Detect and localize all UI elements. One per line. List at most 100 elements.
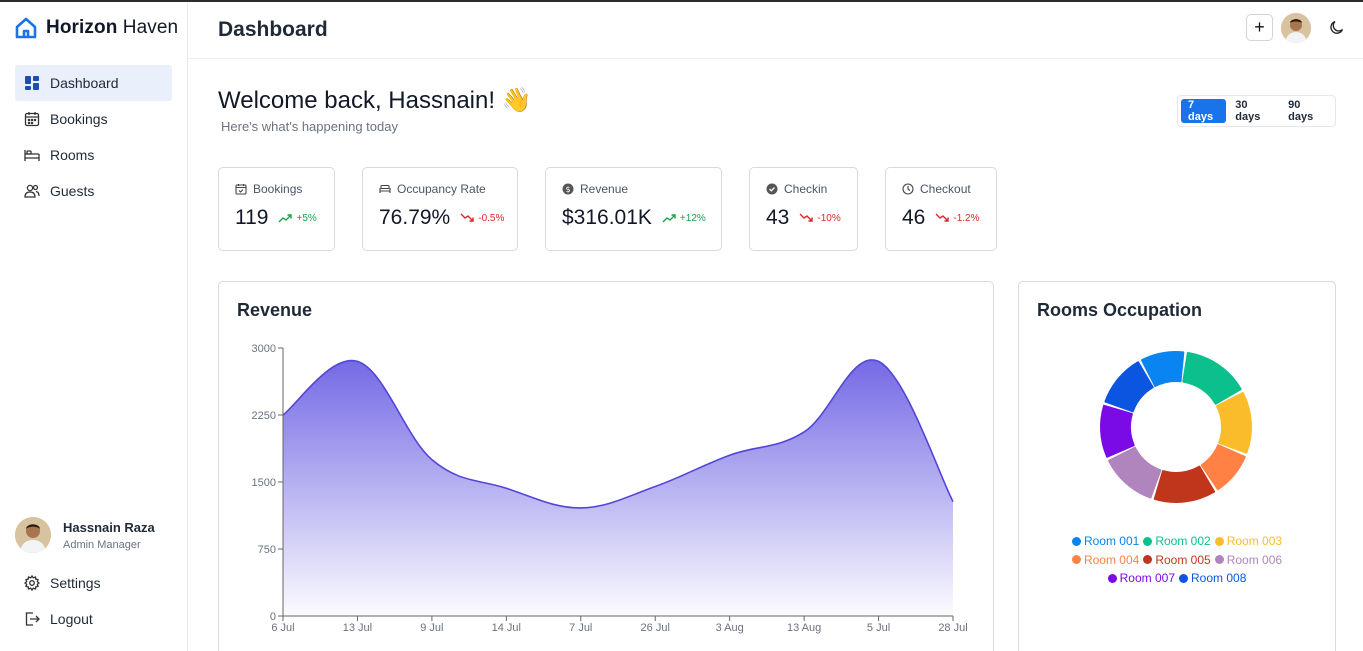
trend-down-icon xyxy=(799,213,814,222)
stat-card-occupancy: Occupancy Rate 76.79% -0.5% xyxy=(362,167,518,251)
dashboard-icon xyxy=(25,76,39,90)
legend-item[interactable]: Room 007 xyxy=(1107,569,1175,587)
sidebar-item-dashboard[interactable]: Dashboard xyxy=(15,65,172,101)
moon-icon[interactable] xyxy=(1329,19,1345,35)
legend-dot xyxy=(1071,536,1081,546)
stat-delta: +12% xyxy=(662,213,706,224)
legend-item[interactable]: Room 003 xyxy=(1214,532,1283,550)
svg-text:$: $ xyxy=(565,185,570,194)
x-tick-label: 5 Jul xyxy=(867,622,890,634)
trend-down-icon xyxy=(460,213,474,222)
range-7-days[interactable]: 7 days xyxy=(1181,99,1227,123)
stat-delta: -10% xyxy=(799,213,841,224)
stat-label: Checkin xyxy=(784,182,828,196)
clock-icon xyxy=(902,183,914,195)
sidebar-item-bookings[interactable]: Bookings xyxy=(15,101,172,137)
sidebar-item-label: Dashboard xyxy=(50,75,119,91)
users-icon xyxy=(24,184,40,198)
stat-card-checkin: Checkin 43 -10% xyxy=(749,167,858,251)
dollar-icon: $ xyxy=(562,183,574,195)
legend-row: Room 001 Room 002 Room 003 xyxy=(1019,532,1335,551)
legend-item[interactable]: Room 008 xyxy=(1179,569,1246,587)
add-button[interactable]: + xyxy=(1246,14,1273,41)
y-tick-label: 3000 xyxy=(252,343,276,355)
stat-card-revenue: $ Revenue $316.01K +12% xyxy=(545,167,722,251)
avatar-image xyxy=(15,517,51,553)
legend-label: Room 008 xyxy=(1191,571,1247,585)
occupation-panel: Rooms Occupation Room 001 Room 002 Room 00… xyxy=(1018,281,1336,651)
sidebar-item-label: Settings xyxy=(50,575,101,591)
bed-icon xyxy=(24,150,40,161)
donut-slice-room-004 xyxy=(1200,444,1246,491)
legend-item[interactable]: Room 001 xyxy=(1071,532,1140,550)
sidebar-item-guests[interactable]: Guests xyxy=(15,173,172,209)
legend-item[interactable]: Room 006 xyxy=(1214,551,1282,569)
occupation-donut-chart xyxy=(1100,351,1252,503)
legend-row: Room 004 Room 005 Room 006 xyxy=(1019,551,1335,570)
legend-dot xyxy=(1107,573,1117,583)
user-name: Hassnain Raza xyxy=(63,519,155,535)
legend-item[interactable]: Room 004 xyxy=(1071,551,1139,569)
stat-label: Checkout xyxy=(920,182,971,196)
sidebar-item-settings[interactable]: Settings xyxy=(15,565,172,601)
legend-item[interactable]: Room 005 xyxy=(1143,551,1211,569)
home-logo-icon xyxy=(15,17,37,39)
donut-slice-room-002 xyxy=(1182,351,1242,405)
stat-label: Bookings xyxy=(253,182,303,196)
trend-down-icon xyxy=(935,213,950,222)
stat-value: 76.79% xyxy=(379,206,451,229)
sidebar-nav: Dashboard Bookings Rooms Guests xyxy=(15,65,172,209)
stat-value: 119 xyxy=(235,206,269,229)
sidebar-item-label: Guests xyxy=(50,183,95,199)
header-avatar[interactable] xyxy=(1281,13,1311,43)
revenue-title: Revenue xyxy=(237,300,313,320)
range-90-days[interactable]: 90 days xyxy=(1288,99,1314,123)
stat-delta: -1.2% xyxy=(935,213,979,224)
y-tick-label: 0 xyxy=(270,611,276,623)
legend-item[interactable]: Room 002 xyxy=(1143,532,1211,550)
welcome-subtitle: Here's what's happening today xyxy=(221,119,398,134)
x-tick-label: 6 Jul xyxy=(271,622,294,634)
revenue-panel: Revenue 0 750 1500 2250 3000 6 Jul 13 Jul 9 Jul… xyxy=(218,281,994,651)
sidebar-item-label: Bookings xyxy=(50,111,108,127)
stat-label: Occupancy Rate xyxy=(397,182,486,196)
stat-value: 43 xyxy=(766,206,790,229)
trend-up-icon xyxy=(278,214,293,223)
trend-up-icon xyxy=(662,214,676,223)
y-tick-label: 750 xyxy=(258,544,276,556)
donut-slice-room-005 xyxy=(1153,465,1216,503)
brand-name: Horizon Haven xyxy=(46,17,179,38)
x-tick-label: 28 Jul xyxy=(938,622,967,634)
legend-dot xyxy=(1214,555,1224,564)
legend-dot xyxy=(1071,555,1081,564)
sidebar-item-logout[interactable]: Logout xyxy=(15,601,172,637)
stat-label: Revenue xyxy=(580,182,629,196)
gear-icon xyxy=(24,575,40,591)
calendar-check-icon xyxy=(235,184,247,195)
x-tick-label: 3 Aug xyxy=(716,622,744,634)
avatar xyxy=(15,517,51,553)
user-role: Admin Manager xyxy=(63,538,141,551)
calendar-icon xyxy=(24,112,40,127)
page-title: Dashboard xyxy=(218,18,328,41)
x-tick-label: 9 Jul xyxy=(420,622,443,634)
y-tick-label: 1500 xyxy=(252,477,276,489)
sidebar-item-label: Logout xyxy=(50,611,93,627)
x-tick-label: 26 Jul xyxy=(641,622,670,634)
bed-icon xyxy=(379,184,391,193)
legend-row: Room 007 Room 008 xyxy=(1019,569,1335,588)
occupation-title: Rooms Occupation xyxy=(1037,300,1203,320)
stat-value: 46 xyxy=(902,206,926,229)
range-30-days[interactable]: 30 days xyxy=(1235,99,1261,123)
x-tick-label: 13 Jul xyxy=(343,622,372,634)
check-circle-icon xyxy=(766,183,778,195)
brand[interactable]: Horizon Haven xyxy=(14,16,178,40)
legend-label: Room 003 xyxy=(1226,534,1283,548)
legend-label: Room 001 xyxy=(1083,534,1140,548)
sidebar-item-rooms[interactable]: Rooms xyxy=(15,137,172,173)
legend-label: Room 002 xyxy=(1155,534,1211,548)
revenue-chart: 0 750 1500 2250 3000 6 Jul 13 Jul 9 Jul 14 Jul 7 … xyxy=(252,343,968,634)
x-tick-label: 7 Jul xyxy=(569,622,592,634)
revenue-line xyxy=(282,359,954,509)
user-profile[interactable]: Hassnain Raza Admin Manager xyxy=(15,517,155,553)
